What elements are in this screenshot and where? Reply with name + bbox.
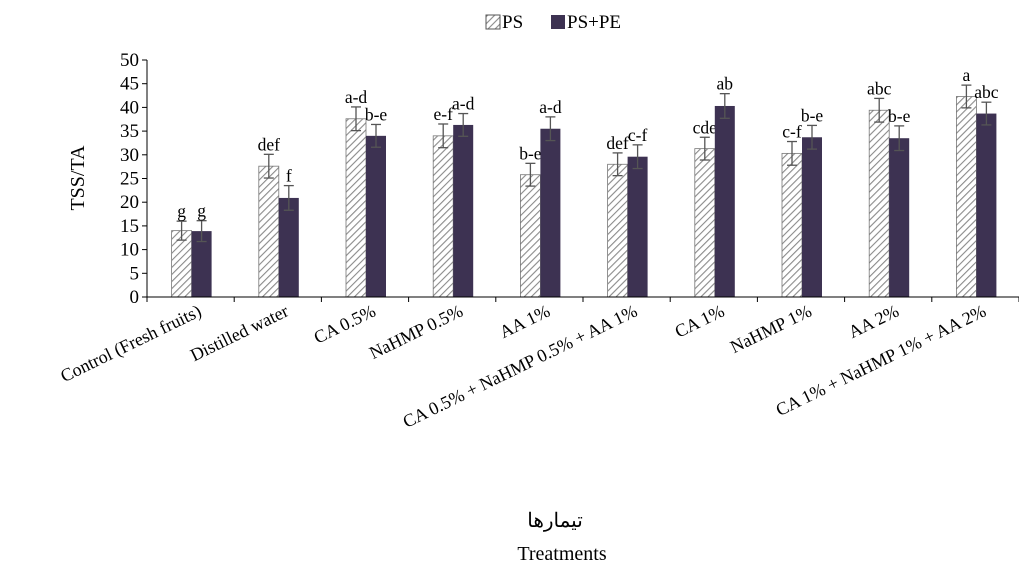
significance-letter: e-f [433,104,453,124]
y-tick-label: 30 [120,145,139,166]
bar-ps [607,163,628,298]
legend-label-ps-pe: PS+PE [567,12,621,33]
significance-letter: b-e [801,105,824,125]
x-category-label: AA 2% [845,301,902,342]
y-tick-label: 20 [120,192,139,213]
legend: PS PS+PE [485,12,621,33]
y-tick-label: 50 [120,50,139,71]
legend-label-ps: PS [502,12,523,33]
legend-swatch-ps-pe [551,15,565,29]
bar-ps-pe [540,128,561,297]
significance-letter: g [197,201,206,221]
legend-swatch-ps [485,14,501,30]
significance-letter: a-d [539,97,562,117]
x-category-label: NaHMP 1% [727,301,815,357]
bar-ps-pe [976,113,997,297]
bar-ps [781,152,803,298]
bar-ps [694,148,716,298]
significance-letter: b-e [519,143,542,163]
bar-ps-pe [802,137,822,297]
significance-letter: b-e [365,104,388,124]
x-category-label: AA 1% [496,301,553,342]
significance-letter: abc [867,78,892,98]
significance-letter: b-e [888,106,911,126]
bar-ps-pe [191,231,212,297]
x-axis: Control (Fresh fruits)Distilled water CA … [57,296,1019,432]
x-axis-title-fa: تیمارها [527,510,583,532]
x-category-label: Distilled water [187,301,291,366]
bar-ps [345,118,367,298]
significance-letter: cde [693,117,718,137]
bar-ps-pe [366,135,386,297]
significance-letter: f [286,166,292,186]
bar-ps [868,109,890,298]
x-category-label: CA 1% [672,301,728,342]
bar-ps-pe [453,124,474,297]
y-tick-label: 45 [120,74,139,95]
y-tick-label: 15 [120,216,139,237]
bar-ps [432,135,454,298]
significance-letter: c-f [628,125,648,145]
significance-letter: a-d [452,94,475,114]
x-category-label: Control (Fresh fruits) [57,301,205,387]
bar-ps-pe [627,156,648,297]
y-axis-title: TSS/TA [67,145,89,211]
bar-ps [258,165,280,298]
significance-letter: ab [717,74,734,94]
x-category-label: NaHMP 0.5% [366,301,466,363]
y-tick-label: 10 [120,240,139,261]
significance-letter: g [177,201,186,221]
x-category-label: CA 0.5% [311,301,379,348]
significance-letter: a-d [345,87,368,107]
bar-ps-pe [889,138,910,297]
significance-letter: abc [974,82,999,102]
y-tick-label: 35 [120,121,139,142]
y-tick-label: 40 [120,97,139,118]
significance-letter: c-f [782,122,802,142]
bar-ps [956,96,977,298]
y-tick-label: 5 [130,263,140,284]
bar-ps-pe [278,197,299,297]
significance-letter: def [258,134,281,154]
y-tick-label: 25 [120,169,139,190]
bar-ps-pe [714,105,735,297]
x-axis-title: Treatments [517,543,606,565]
y-tick-label: 0 [130,287,140,308]
significance-letter: a [963,65,971,85]
bar-ps [520,174,541,298]
significance-letter: def [606,133,629,153]
